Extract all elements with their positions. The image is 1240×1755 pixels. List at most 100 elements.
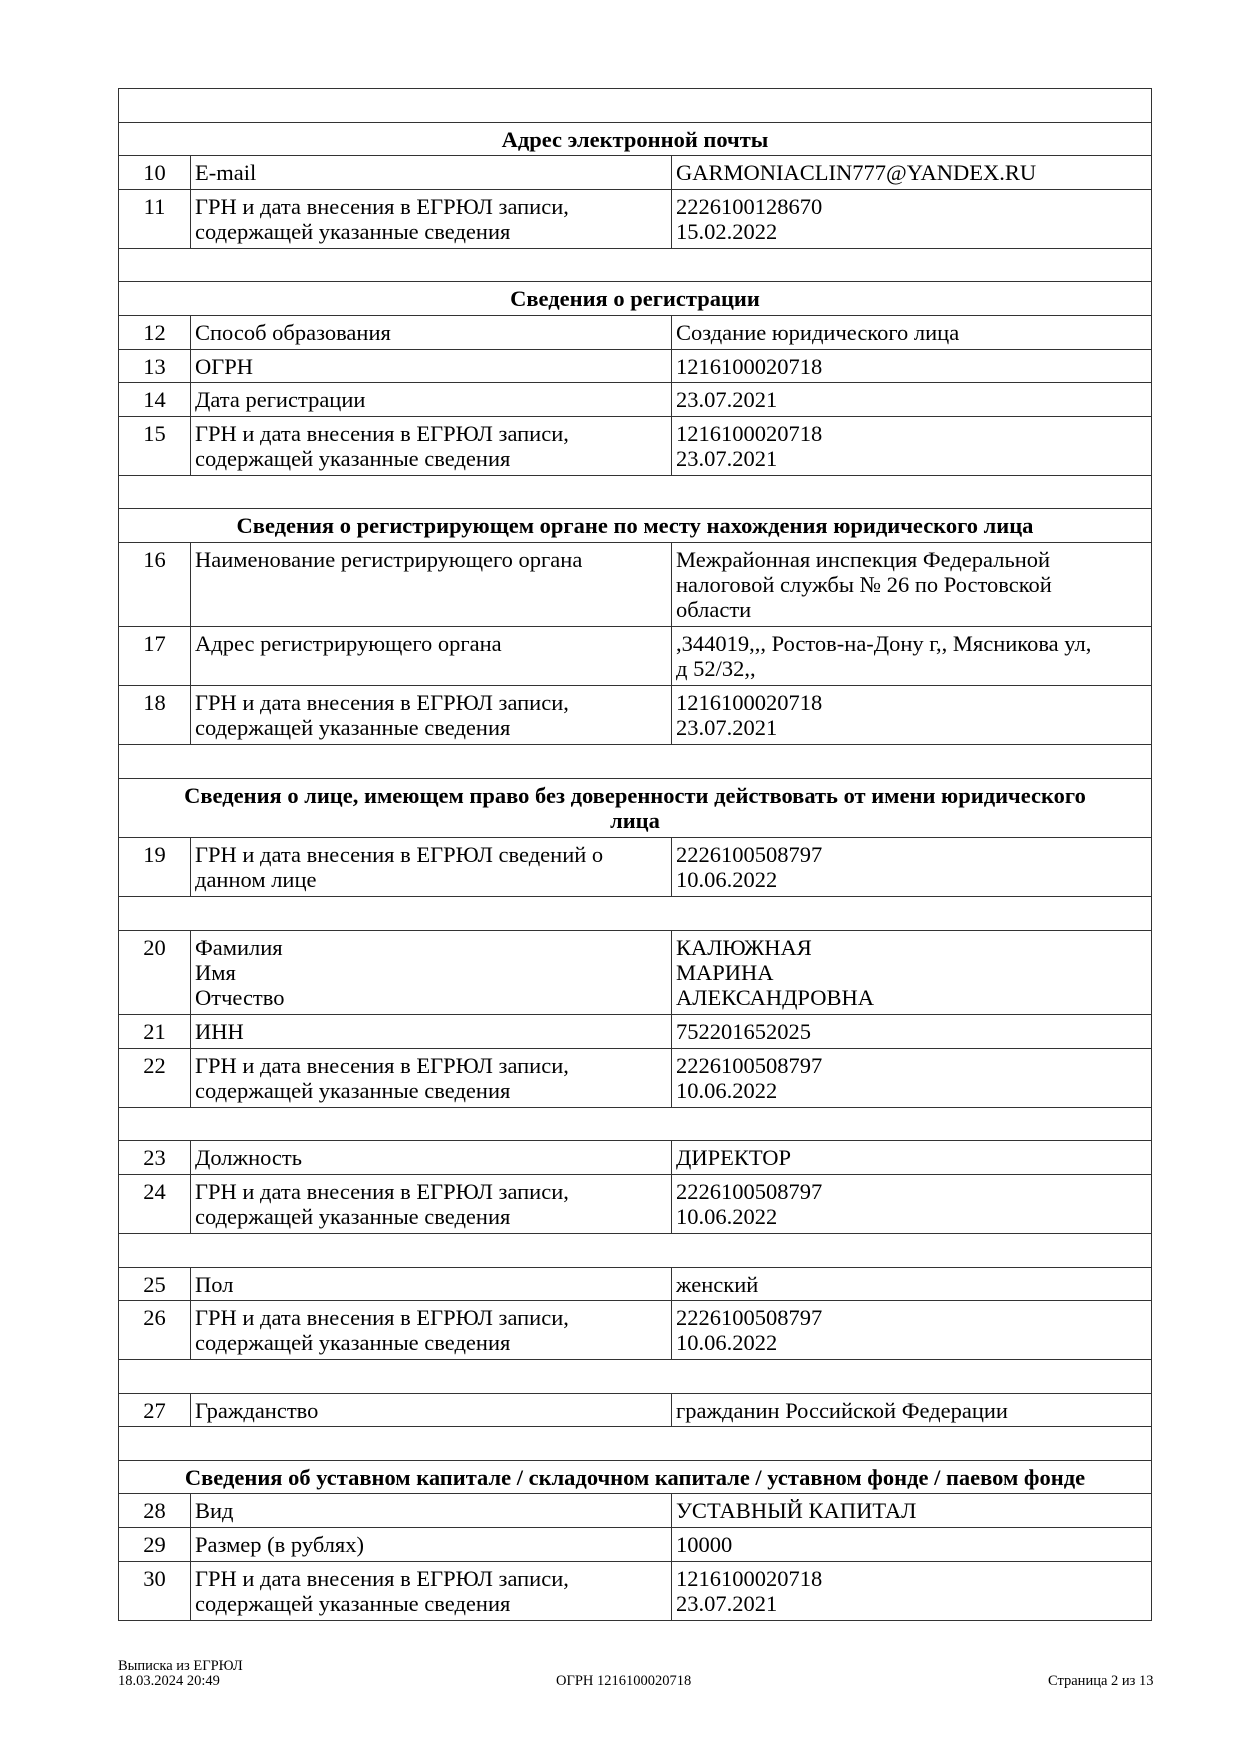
- field-value: женский: [671, 1266, 1152, 1302]
- field-label: ГРН и дата внесения в ЕГРЮЛ записи, соде…: [190, 188, 672, 249]
- footer-page-number: Страница 2 из 13: [1048, 1673, 1154, 1689]
- table-row: 23 Должность ДИРЕКТОР: [118, 1140, 1152, 1175]
- field-value: GARMONIACLIN777@YANDEX.RU: [671, 155, 1152, 190]
- field-label: ГРН и дата внесения в ЕГРЮЛ записи, соде…: [190, 685, 672, 746]
- table-row: 30 ГРН и дата внесения в ЕГРЮЛ записи, со…: [118, 1560, 1152, 1621]
- egrul-table: Адрес электронной почты 10 E-mail GARMONIAC…: [118, 88, 1152, 1621]
- row-number: 30: [118, 1560, 191, 1621]
- field-label: Адрес регистрирующего органа: [190, 626, 672, 687]
- table-row: 16 Наименование регистрирующего органа Меж…: [118, 541, 1152, 628]
- field-value: 2226100508797 10.06.2022: [671, 1300, 1152, 1361]
- spacer-cell: [118, 1106, 1152, 1142]
- spacer-row: [118, 744, 1152, 780]
- field-label: ГРН и дата внесения в ЕГРЮЛ записи, соде…: [190, 1047, 672, 1108]
- section-header-row: Сведения о регистрации: [118, 281, 1152, 316]
- table-row: 11 ГРН и дата внесения в ЕГРЮЛ записи, со…: [118, 188, 1152, 249]
- field-label: ГРН и дата внесения в ЕГРЮЛ записи, соде…: [190, 1300, 672, 1361]
- footer-ogrn: ОГРН 1216100020718: [556, 1673, 692, 1689]
- field-label: Вид: [190, 1493, 672, 1529]
- row-number: 12: [118, 314, 191, 350]
- field-label: Дата регистрации: [190, 382, 672, 417]
- field-value: 2226100128670 15.02.2022: [671, 188, 1152, 249]
- field-label: ГРН и дата внесения в ЕГРЮЛ записи, соде…: [190, 415, 672, 476]
- field-value: 2226100508797 10.06.2022: [671, 837, 1152, 898]
- row-number: 26: [118, 1300, 191, 1361]
- table-row: 14 Дата регистрации 23.07.2021: [118, 382, 1152, 417]
- field-label: Размер (в рублях): [190, 1527, 672, 1562]
- field-value: 23.07.2021: [671, 382, 1152, 417]
- field-value: 1216100020718: [671, 348, 1152, 384]
- section-title: Сведения о регистрирующем органе по мест…: [118, 508, 1152, 543]
- row-number: 19: [118, 837, 191, 898]
- field-value: 2226100508797 10.06.2022: [671, 1047, 1152, 1108]
- table-row: 27 Гражданство гражданин Российской Федера…: [118, 1392, 1152, 1428]
- row-number: 16: [118, 541, 191, 628]
- field-label: ГРН и дата внесения в ЕГРЮЛ сведений о д…: [190, 837, 672, 898]
- row-number: 22: [118, 1047, 191, 1108]
- table-row: 19 ГРН и дата внесения в ЕГРЮЛ сведений о…: [118, 837, 1152, 898]
- section-title: Адрес электронной почты: [118, 121, 1152, 157]
- spacer-cell: [118, 1359, 1152, 1394]
- field-label: ОГРН: [190, 348, 672, 384]
- table-row: 10 E-mail GARMONIACLIN777@YANDEX.RU: [118, 155, 1152, 190]
- row-number: 10: [118, 155, 191, 190]
- row-number: 11: [118, 188, 191, 249]
- spacer-row: [118, 1359, 1152, 1394]
- footer-left: Выписка из ЕГРЮЛ 18.03.2024 20:49: [118, 1659, 243, 1689]
- spacer-row: [118, 247, 1152, 283]
- spacer-row: [118, 896, 1152, 931]
- row-number: 21: [118, 1014, 191, 1049]
- field-value: Межрайонная инспекция Федеральной налого…: [671, 541, 1152, 628]
- field-value: Создание юридического лица: [671, 314, 1152, 350]
- row-number: 20: [118, 929, 191, 1016]
- field-label: E-mail: [190, 155, 672, 190]
- spacer-cell: [118, 247, 1152, 283]
- row-number: 27: [118, 1392, 191, 1428]
- field-label: Наименование регистрирующего органа: [190, 541, 672, 628]
- spacer-cell: [118, 474, 1152, 510]
- field-value: 752201652025: [671, 1014, 1152, 1049]
- table-row: 17 Адрес регистрирующего органа ,344019,,,…: [118, 626, 1152, 687]
- section-title: Сведения об уставном капитале / складочн…: [118, 1459, 1152, 1495]
- field-label: ГРН и дата внесения в ЕГРЮЛ записи, соде…: [190, 1173, 672, 1234]
- field-value: 1216100020718 23.07.2021: [671, 685, 1152, 746]
- field-value: УСТАВНЫЙ КАПИТАЛ: [671, 1493, 1152, 1529]
- table-row: 28 Вид УСТАВНЫЙ КАПИТАЛ: [118, 1493, 1152, 1529]
- field-label: Пол: [190, 1266, 672, 1302]
- field-value: ,344019,,, Ростов-на-Дону г,, Мясникова …: [671, 626, 1152, 687]
- table-row: 13 ОГРН 1216100020718: [118, 348, 1152, 384]
- field-label: Способ образования: [190, 314, 672, 350]
- table-row: 24 ГРН и дата внесения в ЕГРЮЛ записи, со…: [118, 1173, 1152, 1234]
- field-value: 10000: [671, 1527, 1152, 1562]
- section-title: Сведения о лице, имеющем право без довер…: [118, 778, 1152, 839]
- field-label: Фамилия Имя Отчество: [190, 929, 672, 1016]
- field-value: 1216100020718 23.07.2021: [671, 415, 1152, 476]
- field-label: Гражданство: [190, 1392, 672, 1428]
- table-row: 15 ГРН и дата внесения в ЕГРЮЛ записи, со…: [118, 415, 1152, 476]
- row-number: 17: [118, 626, 191, 687]
- spacer-cell: [118, 744, 1152, 780]
- spacer-cell: [118, 1426, 1152, 1461]
- row-number: 29: [118, 1527, 191, 1562]
- spacer-row: [118, 474, 1152, 510]
- spacer-cell: [118, 88, 1152, 123]
- spacer-row: [118, 1426, 1152, 1461]
- footer-datetime: 18.03.2024 20:49: [118, 1673, 220, 1689]
- field-label: ГРН и дата внесения в ЕГРЮЛ записи, соде…: [190, 1560, 672, 1621]
- row-number: 25: [118, 1266, 191, 1302]
- section-header-row: Адрес электронной почты: [118, 121, 1152, 157]
- row-number: 15: [118, 415, 191, 476]
- row-number: 24: [118, 1173, 191, 1234]
- table-row: 29 Размер (в рублях) 10000: [118, 1527, 1152, 1562]
- table-row: 20 Фамилия Имя Отчество КАЛЮЖНАЯ МАРИНА АЛ…: [118, 929, 1152, 1016]
- footer-title: Выписка из ЕГРЮЛ: [118, 1658, 243, 1674]
- table-row: 26 ГРН и дата внесения в ЕГРЮЛ записи, со…: [118, 1300, 1152, 1361]
- table-row: 21 ИНН 752201652025: [118, 1014, 1152, 1049]
- section-header-row: Сведения об уставном капитале / складочн…: [118, 1459, 1152, 1495]
- spacer-cell: [118, 896, 1152, 931]
- field-label: Должность: [190, 1140, 672, 1175]
- field-value: 2226100508797 10.06.2022: [671, 1173, 1152, 1234]
- field-value: 1216100020718 23.07.2021: [671, 1560, 1152, 1621]
- table-row: 12 Способ образования Создание юридическог…: [118, 314, 1152, 350]
- spacer-cell: [118, 1232, 1152, 1268]
